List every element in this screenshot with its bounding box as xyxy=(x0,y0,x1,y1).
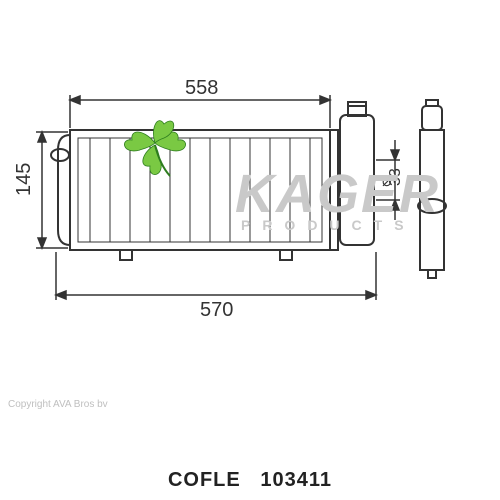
svg-text:⌀: ⌀ xyxy=(382,173,392,190)
footer-partno: 103411 xyxy=(260,469,332,491)
technical-drawing: 558 570 145 33 ⌀ xyxy=(0,0,500,500)
clover-logo-icon xyxy=(120,110,190,180)
dim-top-width: 558 xyxy=(185,77,218,99)
dim-bottom-width: 570 xyxy=(200,299,233,321)
copyright-text: Copyright AVA Bros bv xyxy=(8,399,108,410)
dim-height: 145 xyxy=(13,163,35,196)
footer-partinfo: COFLE 103411 xyxy=(0,469,500,492)
footer-brand: COFLE xyxy=(168,469,241,491)
